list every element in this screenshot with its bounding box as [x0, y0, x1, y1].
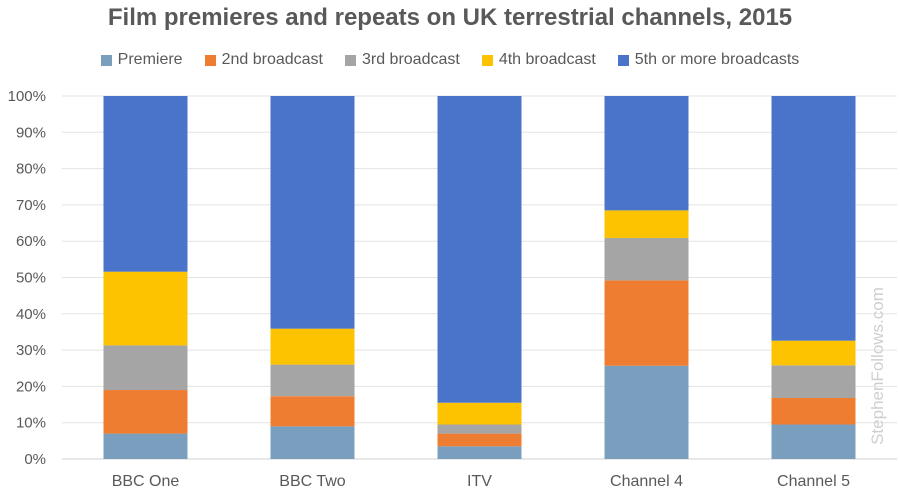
y-tick-label: 20% — [16, 378, 46, 395]
bar-segment — [437, 402, 522, 425]
y-tick-label: 60% — [16, 233, 46, 250]
legend-swatch-3rd-broadcast — [344, 54, 356, 66]
y-tick-label: 30% — [16, 342, 46, 359]
bar-segment — [103, 390, 188, 434]
y-tick-label: 50% — [16, 270, 46, 287]
legend-item-5th-or-more: 5th or more broadcasts — [617, 51, 800, 69]
chart-title: Film premieres and repeats on UK terrest… — [107, 4, 793, 31]
legend-swatch-5th-or-more — [617, 54, 629, 66]
x-tick-label: Channel 5 — [777, 473, 850, 490]
y-tick-label: 90% — [16, 124, 46, 141]
legend-label-premiere: Premiere — [117, 51, 183, 68]
bar-segment — [270, 426, 355, 459]
x-tick-label: BBC One — [112, 473, 180, 490]
bar-segment — [771, 398, 856, 425]
bar-segment — [604, 237, 689, 281]
bar-segment — [771, 340, 856, 366]
bar-segment — [437, 446, 522, 459]
x-tick-label: BBC Two — [279, 473, 346, 490]
x-tick-label: Channel 4 — [610, 473, 683, 490]
watermark-text: StephenFollows.com — [868, 287, 887, 445]
bar-segment — [270, 328, 355, 365]
legend-swatch-2nd-broadcast — [204, 54, 216, 66]
bar-segment — [103, 271, 188, 346]
legend-item-2nd-broadcast: 2nd broadcast — [204, 51, 323, 69]
y-tick-label: 80% — [16, 161, 46, 178]
bar-segment — [103, 345, 188, 391]
bar-segment — [103, 433, 188, 459]
legend-item-premiere: Premiere — [100, 51, 183, 69]
bar-segment — [604, 210, 689, 238]
bar-segment — [437, 433, 522, 447]
bar-segment — [270, 96, 355, 329]
bar-segment — [437, 424, 522, 434]
y-tick-label: 40% — [16, 306, 46, 323]
y-tick-label: 70% — [16, 197, 46, 214]
bar-segment — [270, 364, 355, 397]
bar-segment — [103, 96, 188, 272]
legend-label-2nd-broadcast: 2nd broadcast — [221, 51, 323, 68]
bar-segment — [771, 96, 856, 341]
x-tick-label: ITV — [467, 473, 492, 490]
legend-label-4th-broadcast: 4th broadcast — [498, 51, 596, 68]
legend-label-3rd-broadcast: 3rd broadcast — [361, 51, 460, 68]
legend-label-5th-or-more: 5th or more broadcasts — [634, 51, 800, 68]
bar-segment — [771, 365, 856, 399]
y-tick-label: 10% — [16, 415, 46, 432]
legend-swatch-premiere — [100, 54, 112, 66]
legend-item-3rd-broadcast: 3rd broadcast — [344, 51, 460, 69]
bar-segment — [604, 96, 689, 211]
bar-segment — [771, 424, 856, 459]
legend-item-4th-broadcast: 4th broadcast — [481, 51, 596, 69]
y-tick-label: 0% — [24, 451, 46, 468]
bar-segment — [604, 280, 689, 366]
legend-swatch-4th-broadcast — [481, 54, 493, 66]
bar-segment — [437, 96, 522, 403]
y-tick-label: 100% — [8, 88, 46, 105]
bar-segment — [604, 365, 689, 459]
bar-segment — [270, 396, 355, 427]
chart-legend: Premiere 2nd broadcast 3rd broadcast 4th… — [0, 51, 900, 69]
